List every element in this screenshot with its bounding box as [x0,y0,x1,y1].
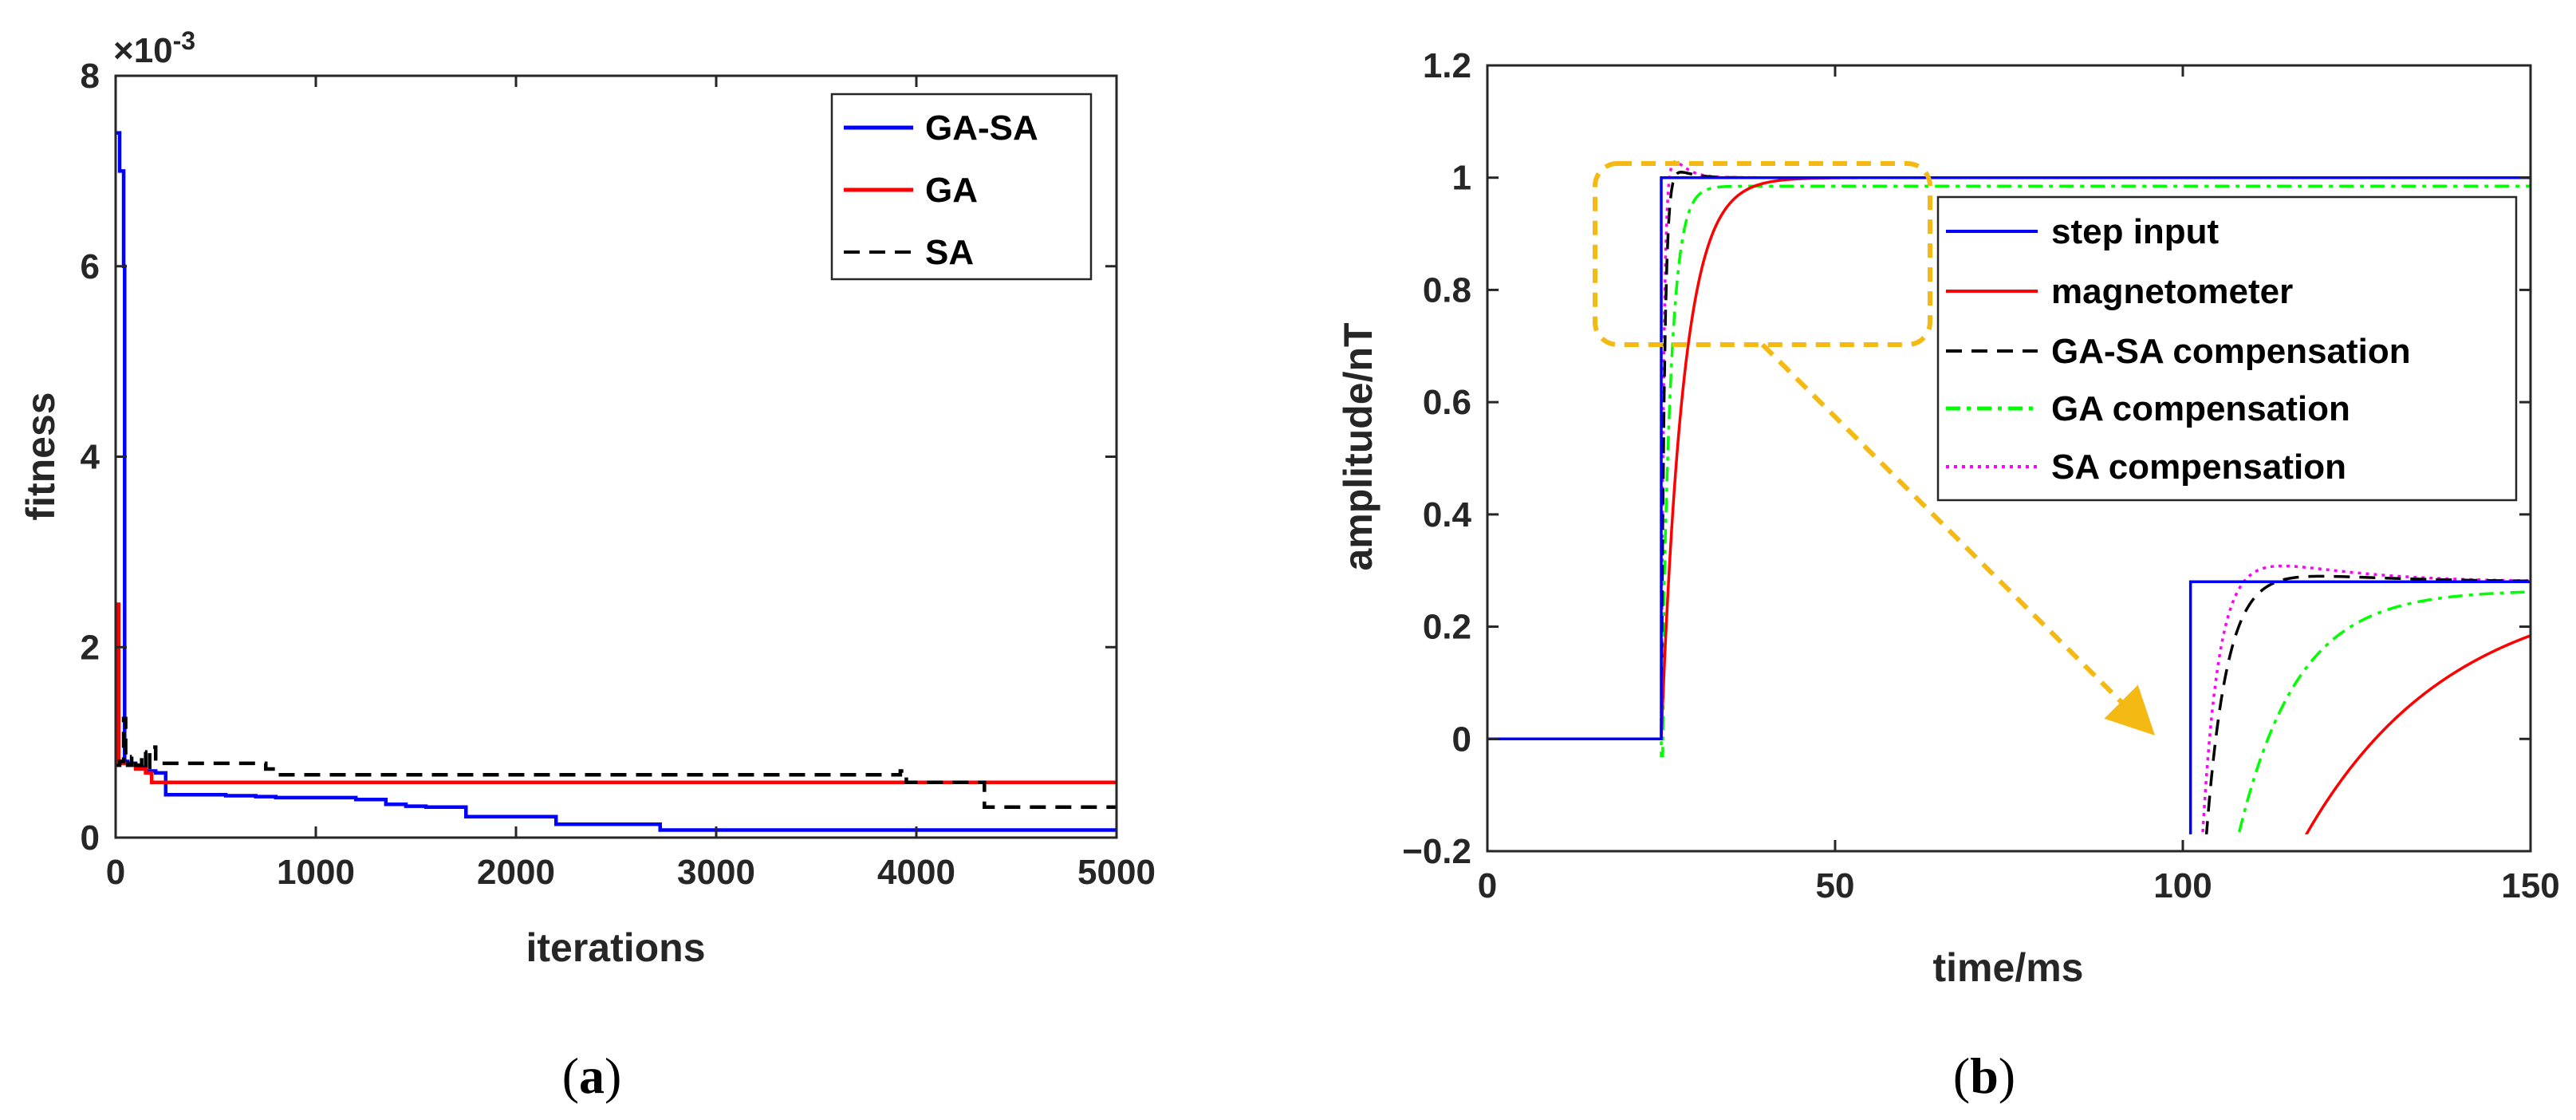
chart-a-series-group [116,131,1117,832]
chart-b-caption-close: ) [1999,1047,2015,1104]
chart-a-exponent-label: ×10-3 [113,26,195,70]
chart-b-legend-label-step-input: step input [2051,212,2220,251]
chart-a: 0 1000 2000 3000 4000 5000 0 2 4 6 8 ×10-3 iterati… [18,26,1156,1104]
chart-b-legend-label-magnetometer: magnetometer [2051,272,2293,311]
chart-b-zoom-highlight-box [1593,161,1932,347]
chart-b-legend-label-sa-compensation: SA compensation [2051,448,2346,487]
chart-b-y-tick-label: 0.4 [1423,495,1472,534]
chart-a-y-tick-label: 0 [81,818,100,858]
chart-a-x-tick-label: 3000 [677,853,755,892]
chart-b-x-axis-label: time/ms [1933,945,2084,990]
chart-b-y-tick-label: 0.8 [1423,270,1471,310]
chart-b-series-group [1487,160,2531,758]
chart-a-x-tick-label: 5000 [1077,853,1156,892]
chart-b-axes-box [1486,64,2532,853]
chart-a-x-tick-label: 2000 [477,853,555,892]
chart-a-x-axis-label: iterations [526,925,705,970]
chart-b-x-tick-label: 50 [1816,866,1855,905]
chart-a-x-tick-label: 0 [106,853,125,892]
chart-a-exponent-base: ×10 [113,31,173,70]
chart-b-x-tick-label: 0 [1478,866,1497,905]
chart-b-y-tick-label: 0.6 [1423,383,1471,422]
chart-b: 0 50 100 150−0.200.20.40.60.811.2 time/ms a… [1336,46,2560,1104]
chart-b-y-tick-label: 1 [1452,159,1471,198]
chart-b-caption: (b) [1953,1047,2015,1104]
chart-a-legend-label-ga: GA [925,171,978,210]
chart-b-y-axis-label: amplitude/nT [1336,322,1381,570]
chart-b-legend-box [1936,195,2518,502]
chart-a-legend-box [830,93,1093,281]
chart-a-y-tick-label: 4 [81,438,100,477]
chart-b-caption-letter: b [1970,1047,1999,1104]
chart-b-y-tick-label: 0.2 [1423,608,1471,647]
chart-b-inset-series-ga-compensation [2237,590,2531,834]
chart-a-legend-label-ga-sa: GA-SA [925,108,1038,148]
chart-b-inset-series-group [2188,564,2531,834]
chart-a-y-tick-label: 8 [81,57,100,96]
chart-a-y-tick-label: 6 [81,247,100,286]
chart-a-legend: GA-SA GA SA [830,93,1093,281]
chart-b-zoom-inset [2188,564,2531,834]
chart-b-ticks: 0 50 100 150−0.200.20.40.60.811.2 [1402,46,2560,905]
chart-a-y-tick-label: 2 [81,628,100,667]
chart-a-caption-letter: a [579,1047,605,1104]
chart-b-zoom-arrow [1760,342,2156,735]
chart-a-exponent-power: -3 [173,26,195,55]
chart-b-inset-series-step-input [2188,580,2531,834]
chart-a-series-sa [116,716,1117,810]
chart-a-caption-close: ) [605,1047,621,1104]
chart-b-x-tick-label: 100 [2153,866,2212,905]
chart-b-legend-label-ga-compensation: GA compensation [2051,389,2350,428]
chart-a-y-axis-label: fitness [18,392,63,520]
chart-b-y-tick-label: 0 [1452,720,1471,759]
chart-b-inset-series-sa-compensation [2201,564,2531,834]
chart-a-legend-label-sa: SA [925,233,974,272]
chart-b-series-step-input [1487,175,2531,741]
chart-b-y-tick-label: −0.2 [1402,832,1471,871]
chart-b-legend-label-ga-sa-compensation: GA-SA compensation [2051,332,2411,371]
chart-b-inset-series-ga-sa-compensation [2204,574,2531,834]
chart-b-legend: step input magnetometer GA-SA compensati… [1936,195,2518,502]
chart-b-caption-open: ( [1953,1047,1970,1104]
chart-a-caption: (a) [562,1047,622,1104]
chart-b-series-ga-compensation [1487,184,2531,758]
chart-a-caption-open: ( [562,1047,579,1104]
chart-b-y-tick-label: 1.2 [1423,46,1471,85]
chart-a-x-tick-label: 1000 [277,853,355,892]
chart-a-x-tick-label: 4000 [877,853,955,892]
chart-b-x-tick-label: 150 [2501,866,2559,905]
chart-a-ticks: 0 1000 2000 3000 4000 5000 0 2 4 6 8 [81,57,1156,892]
chart-b-inset-series-magnetometer [2304,634,2531,834]
